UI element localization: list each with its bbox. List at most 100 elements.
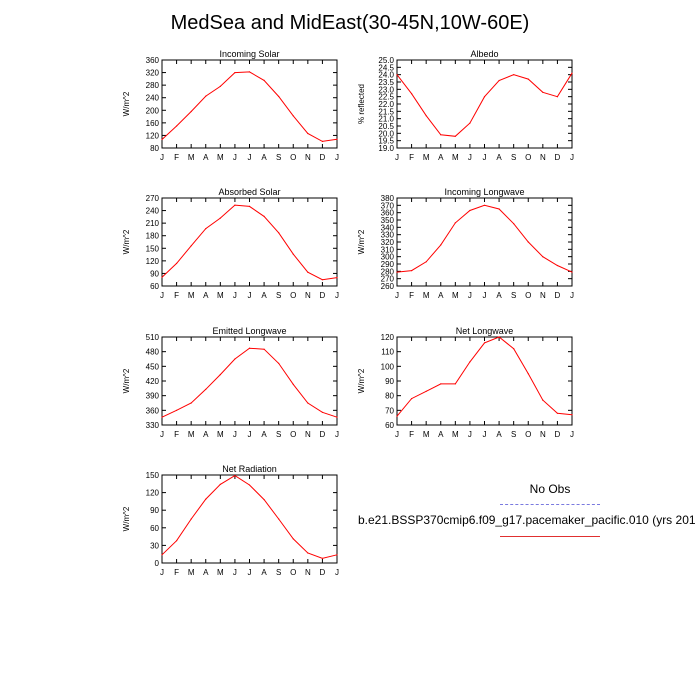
y-tick-label: 330 (381, 231, 395, 240)
y-tick-label: 90 (150, 269, 159, 278)
data-point (498, 79, 500, 82)
data-point (263, 499, 265, 501)
data-point (483, 342, 486, 344)
x-tick-label: A (496, 153, 502, 162)
plot-frame (396, 197, 573, 287)
data-point (190, 402, 192, 404)
data-point (205, 498, 207, 500)
data-point (513, 74, 515, 76)
x-tick-label: J (395, 291, 399, 300)
data-point (278, 95, 280, 98)
data-point (527, 78, 529, 80)
x-tick-label: M (188, 430, 195, 439)
y-tick-label: 320 (381, 238, 395, 247)
x-tick-label: J (248, 430, 252, 439)
chart-panel: Absorbed Solar 60 90 120 150 180 210 240 270 W/m^… (122, 187, 339, 300)
y-axis-label: % reflected (357, 84, 366, 124)
data-point (263, 79, 265, 81)
data-point (454, 135, 456, 137)
plot-frame (161, 336, 338, 426)
x-tick-label: J (468, 291, 472, 300)
chart-panel: Incoming Longwave 26027028029030031032033… (357, 187, 574, 300)
x-tick-label: J (248, 568, 252, 577)
y-tick-label: 300 (381, 253, 395, 262)
y-tick-label: 60 (150, 524, 159, 533)
y-tick-label: 310 (381, 245, 395, 254)
data-point (219, 217, 221, 219)
data-point (498, 208, 500, 210)
series-line (161, 475, 338, 559)
x-tick-label: A (261, 568, 267, 577)
x-tick-label: M (452, 430, 459, 439)
chart-panel: Emitted Longwave 330 360 390 420 450 480 510 W/m… (122, 326, 339, 439)
plot-frame (396, 336, 573, 426)
y-tick-label: 22.5 (378, 93, 394, 102)
data-point (205, 228, 207, 230)
data-point (307, 402, 309, 404)
data-point (278, 362, 280, 364)
x-tick-label: N (540, 291, 546, 300)
y-tick-label: 480 (146, 348, 160, 357)
x-tick-label: M (423, 153, 430, 162)
data-point (469, 122, 471, 124)
data-point (336, 416, 338, 418)
x-tick-label: O (290, 291, 296, 300)
no-obs-label: No Obs (529, 482, 571, 496)
y-tick-label: 320 (146, 69, 160, 78)
y-tick-label: 180 (146, 232, 160, 241)
y-tick-label: 150 (146, 471, 160, 480)
y-tick-label: 19.0 (378, 144, 394, 153)
y-axis-label: W/m^2 (122, 91, 131, 116)
x-tick-label: J (233, 291, 237, 300)
y-axis-label: W/m^2 (122, 368, 131, 393)
x-tick-label: D (555, 430, 561, 439)
y-tick-label: 30 (150, 541, 159, 550)
y-tick-label: 80 (385, 392, 394, 401)
data-point (190, 245, 192, 247)
y-tick-label: 22.0 (378, 100, 394, 109)
x-tick-label: J (160, 291, 164, 300)
x-tick-label: A (496, 291, 502, 300)
data-point (425, 115, 427, 117)
x-tick-label: J (160, 430, 164, 439)
panel-title: Emitted Longwave (212, 326, 286, 336)
data-point (396, 74, 398, 76)
data-point (278, 232, 280, 234)
figure-title: MedSea and MidEast(30-45N,10W-60E) (170, 12, 530, 34)
y-tick-label: 350 (381, 216, 395, 225)
x-tick-label: A (261, 291, 267, 300)
data-point (219, 483, 221, 485)
legend-model-line (500, 536, 600, 537)
x-tick-label: J (468, 430, 472, 439)
panel-title: Net Longwave (456, 326, 514, 336)
x-tick-label: A (438, 153, 444, 162)
x-tick-label: J (233, 430, 237, 439)
data-point (205, 388, 207, 390)
x-tick-label: D (320, 568, 326, 577)
data-point (454, 383, 456, 385)
data-point (307, 271, 309, 273)
data-point (556, 412, 559, 414)
y-tick-label: 390 (146, 392, 160, 401)
chart-panel: Incoming Solar 80 120 160 200 240 280 320 360 W/m… (122, 49, 339, 162)
x-tick-label: M (452, 153, 459, 162)
data-point (454, 222, 456, 224)
y-tick-label: 90 (150, 506, 159, 515)
y-tick-label: 380 (381, 194, 395, 203)
data-point (176, 125, 178, 127)
x-tick-label: J (395, 430, 399, 439)
x-tick-label: J (483, 291, 487, 300)
x-tick-label: D (320, 291, 326, 300)
data-point (292, 383, 294, 385)
x-tick-label: N (305, 430, 311, 439)
y-tick-label: 280 (146, 81, 160, 90)
data-point (513, 223, 515, 225)
x-tick-label: M (217, 568, 224, 577)
x-tick-label: F (174, 568, 179, 577)
data-point (248, 205, 251, 207)
x-tick-label: O (290, 153, 296, 162)
data-point (425, 390, 427, 392)
y-tick-label: 0 (155, 559, 160, 568)
